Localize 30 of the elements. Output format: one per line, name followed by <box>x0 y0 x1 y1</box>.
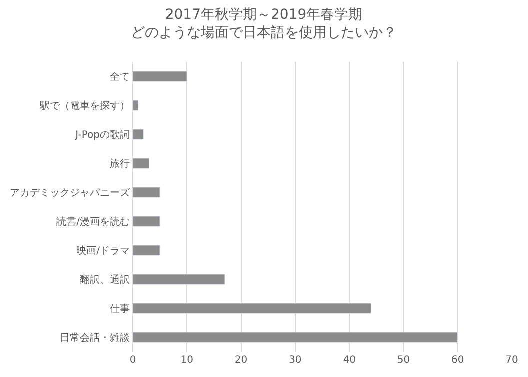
bar <box>133 129 144 140</box>
x-tick-label: 60 <box>451 355 464 366</box>
x-tick-label: 70 <box>506 355 518 366</box>
y-tick-label: 駅で（電車を探す） <box>39 100 130 112</box>
y-tick-label: アカデミックジャパニーズ <box>10 187 131 199</box>
y-tick-label: 翻訳、通訳 <box>80 274 130 286</box>
y-tick-label: 読書/漫画を読む <box>56 216 130 228</box>
bar <box>133 274 226 285</box>
x-tick-label: 30 <box>289 355 302 366</box>
bar <box>133 100 139 111</box>
x-tick-label: 50 <box>397 355 410 366</box>
bar <box>133 158 150 169</box>
bar <box>133 245 160 256</box>
y-tick-label: 全て <box>110 71 130 83</box>
y-tick-label: 仕事 <box>110 303 130 315</box>
bar <box>133 303 372 314</box>
bar <box>133 332 458 343</box>
y-tick-label: 日常会話・雑談 <box>60 332 130 344</box>
x-tick-label: 10 <box>180 355 194 366</box>
bar <box>133 187 160 198</box>
x-tick-label: 0 <box>130 355 136 366</box>
chart-subtitle: どのような場面で日本語を使用したいか？ <box>131 25 397 42</box>
bar <box>133 216 160 227</box>
x-tick-label: 20 <box>234 355 248 366</box>
y-tick-label: 映画/ドラマ <box>76 245 130 257</box>
x-tick-label: 40 <box>343 355 356 366</box>
y-tick-label: 旅行 <box>110 158 130 170</box>
bar <box>133 71 188 82</box>
y-tick-label: J-Popの歌詞 <box>74 129 130 141</box>
chart-title: 2017年秋学期～2019年春学期 <box>165 6 363 23</box>
